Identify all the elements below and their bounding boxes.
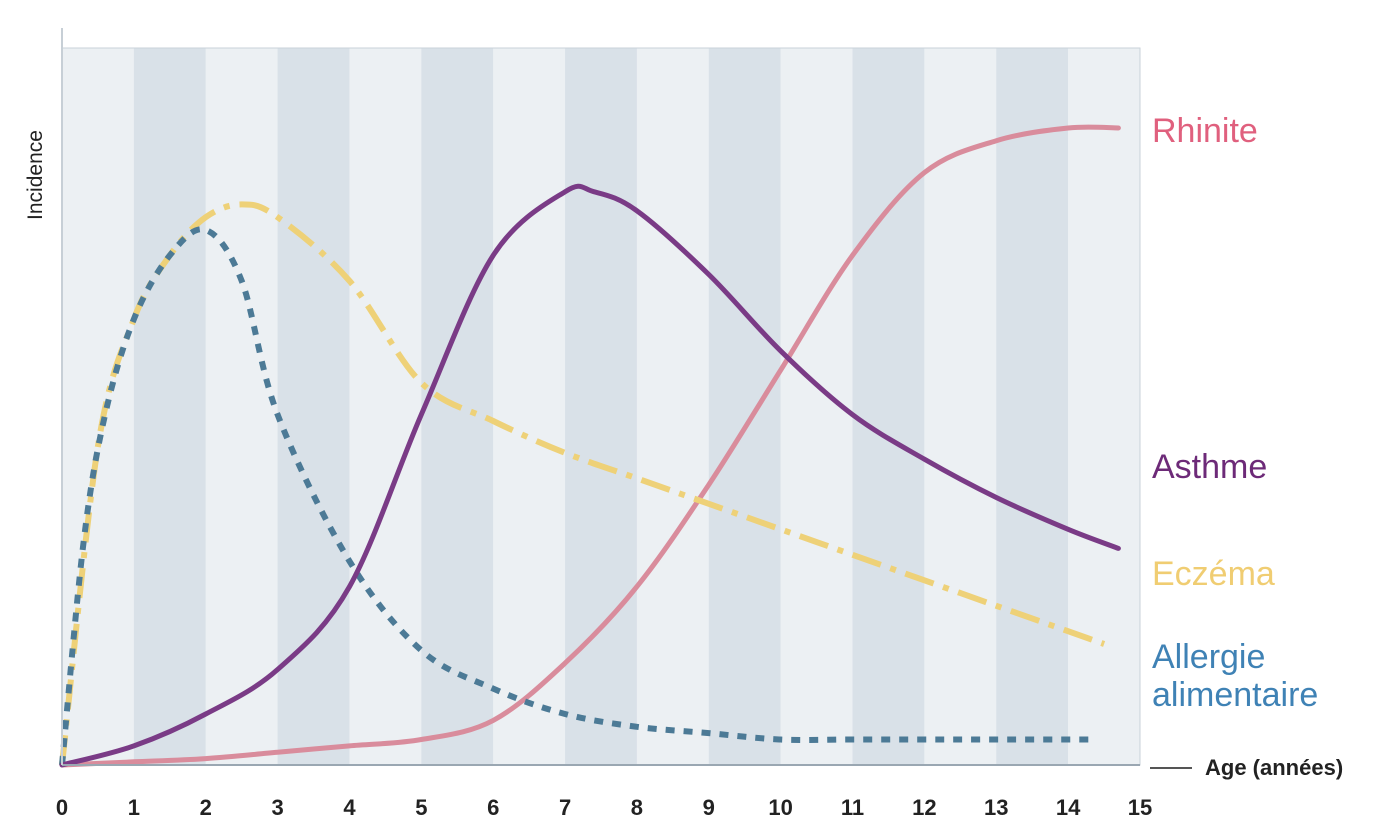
band-13 [996,48,1069,765]
x-axis-ticks: 0 1 2 3 4 5 6 7 8 9 10 11 12 13 14 15 [56,795,1152,820]
y-axis-label: Incidence [24,130,47,220]
x-tick-label: 8 [631,795,643,820]
x-tick-label: 14 [1056,795,1081,820]
x-tick-label: 1 [128,795,140,820]
series-line-asthme [59,183,1121,768]
band-11 [852,48,925,765]
legend-label-eczema: Eczéma [1152,555,1275,593]
x-tick-label: 13 [984,795,1008,820]
x-tick-label: 11 [841,795,864,820]
band-2 [205,48,278,765]
x-tick-label: 4 [343,795,356,820]
band-6 [493,48,566,765]
x-tick-label: 9 [703,795,715,820]
x-tick-label: 15 [1128,795,1152,820]
legend-labels: Rhinite Asthme Eczéma Allergie alimentaire [1152,112,1318,714]
legend-label-asthme: Asthme [1152,448,1267,486]
x-tick-label: 3 [271,795,283,820]
series-line-rhinite [59,124,1121,768]
legend-label-rhinite: Rhinite [1152,112,1258,150]
x-tick-label: 7 [559,795,571,820]
x-axis-label-group: Age (années) [1150,755,1343,780]
band-7 [565,48,637,765]
x-tick-label: 5 [415,795,427,820]
band-8 [636,48,709,765]
x-tick-label: 10 [768,795,792,820]
band-9 [708,48,781,765]
band-1 [133,48,206,765]
x-axis-label: Age (années) [1205,755,1343,780]
series-layer [59,124,1121,768]
band-4 [349,48,422,765]
background-bands [62,48,1140,765]
series-line-allergie-alimentaire [59,226,1090,766]
x-tick-label: 12 [912,795,936,820]
band-12 [924,48,997,765]
x-tick-label: 0 [56,795,68,820]
x-tick-label: 6 [487,795,499,820]
band-3 [277,48,350,765]
band-14 [1068,48,1140,765]
legend-label-allergie-alimentaire: Allergie alimentaire [1152,638,1318,714]
x-tick-label: 2 [200,795,212,820]
